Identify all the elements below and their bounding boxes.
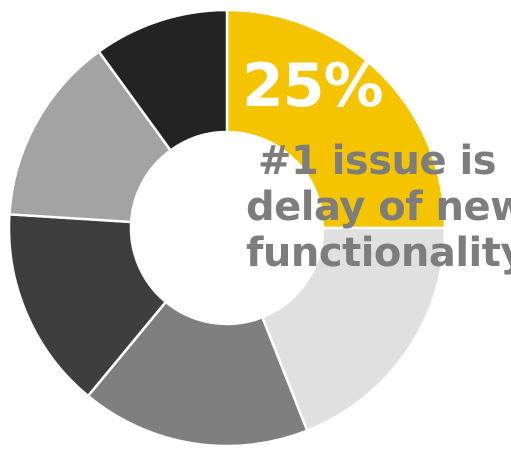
caption-line-3: functionality [246, 230, 511, 276]
pie-slice-4 [7, 212, 168, 398]
caption-line-1: #1 issue is [257, 138, 497, 184]
caption-line-2: delay of new [246, 184, 511, 230]
pie-slice-6 [97, 8, 229, 153]
pie-slice-1 [225, 8, 447, 230]
highlight-percentage: 25% [242, 51, 384, 121]
pie-slice-2 [260, 226, 447, 433]
pie-slice-5 [8, 49, 173, 224]
pie-slice-3 [86, 300, 309, 448]
chart-caption: #1 issue is delay of new functionality [246, 138, 511, 276]
